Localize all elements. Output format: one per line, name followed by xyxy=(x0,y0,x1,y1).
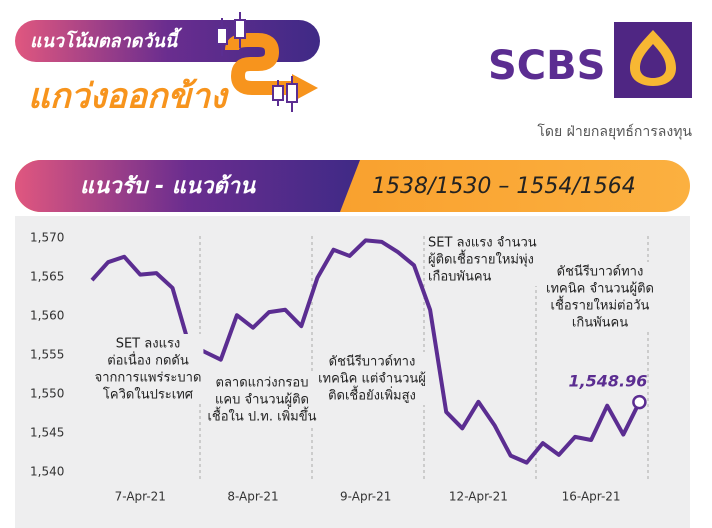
annotation: ดัชนีรีบาวด์ทาง xyxy=(329,354,416,370)
y-tick-label: 1,555 xyxy=(30,348,64,362)
banner-levels: 1538/1530 – 1554/1564 xyxy=(372,174,636,199)
annotation: เทคนิค จำนวนผู้ติด xyxy=(546,282,654,297)
x-tick-label: 16-Apr-21 xyxy=(562,490,621,504)
headline: แกว่งออกข้าง xyxy=(28,77,229,117)
annotation: เชื้อรายใหม่ต่อวัน xyxy=(551,296,650,314)
annotation: SET ลงแรง xyxy=(116,337,181,352)
annotation: จากการแพร่ระบาด xyxy=(95,371,202,386)
annotation: โควิดในประเทศ xyxy=(103,387,194,403)
logo-icon xyxy=(630,30,676,86)
x-tick-label: 9-Apr-21 xyxy=(340,490,391,504)
annotation-bg xyxy=(426,233,539,286)
y-tick-label: 1,550 xyxy=(30,387,64,401)
x-tick-label: 8-Apr-21 xyxy=(227,490,278,504)
y-tick-label: 1,540 xyxy=(30,465,64,479)
y-tick-label: 1,560 xyxy=(30,309,64,323)
annotation-bg xyxy=(205,373,319,426)
series-line xyxy=(90,238,642,465)
annotation: เชื้อใน ป.ท. เพิ่มขึ้น xyxy=(207,407,316,425)
trend-icon xyxy=(216,12,318,112)
y-tick-label: 1,565 xyxy=(30,270,64,284)
annotation: แคบ จำนวนผู้ติด xyxy=(215,393,309,408)
brand: SCBS xyxy=(488,43,605,89)
annotation-bg xyxy=(316,352,428,405)
annotation: ต่อเนื่อง กดดัน xyxy=(107,352,189,369)
banner-label: แนวรับ - แนวต้าน xyxy=(80,174,256,199)
y-tick-label: 1,545 xyxy=(30,426,64,440)
annotation: ตลาดแกว่งกรอบ xyxy=(216,376,309,391)
annotation: ดัชนีรีบาวด์ทาง xyxy=(557,264,644,280)
annotation: เทคนิค แต่จำนวนผู้ xyxy=(318,372,426,387)
annotation: ผู้ติดเชื้อรายใหม่พุ่ง xyxy=(428,250,534,268)
last-point xyxy=(632,394,647,410)
annotation: เกินพันคน xyxy=(572,316,628,331)
value-label: 1,548.96 xyxy=(568,372,647,391)
x-tick-label: 7-Apr-21 xyxy=(115,490,166,504)
annotation: เกือบพันคน xyxy=(428,269,492,285)
y-tick-label: 1,570 xyxy=(30,231,64,245)
byline: โดย ฝ่ายกลยุทธ์การลงทุน xyxy=(537,123,692,140)
tag: แนวโน้มตลาดวันนี้ xyxy=(30,27,182,52)
x-tick-label: 12-Apr-21 xyxy=(449,490,508,504)
annotation-bg xyxy=(544,262,656,332)
annotation-bg xyxy=(92,334,204,404)
annotation: SET ลงแรง จำนวน xyxy=(428,236,537,251)
annotation: ติดเชื้อยังเพิ่มสูง xyxy=(328,386,416,404)
banner-left xyxy=(15,160,360,212)
